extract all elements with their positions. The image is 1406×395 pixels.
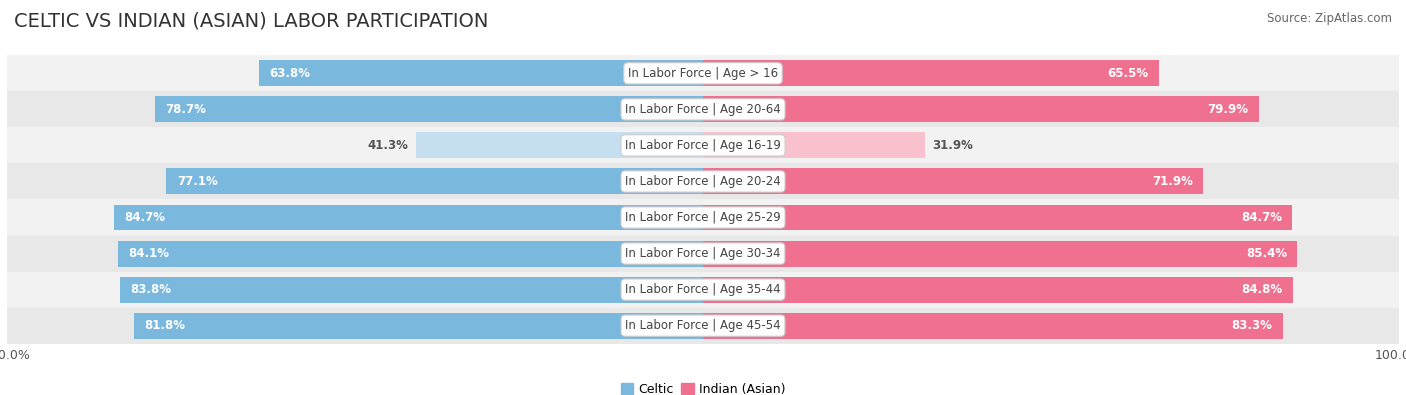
Text: In Labor Force | Age 45-54: In Labor Force | Age 45-54 [626,319,780,332]
Bar [703,169,1204,194]
Bar [7,272,1399,308]
Bar [703,205,1292,230]
Text: In Labor Force | Age 35-44: In Labor Force | Age 35-44 [626,283,780,296]
Text: 83.3%: 83.3% [1232,319,1272,332]
Bar [7,128,1399,164]
Bar [703,60,1159,86]
Bar [118,241,703,267]
Text: In Labor Force | Age 30-34: In Labor Force | Age 30-34 [626,247,780,260]
Bar [259,60,703,86]
Bar [166,169,703,194]
Text: 84.1%: 84.1% [128,247,169,260]
Bar [703,313,1282,339]
Text: In Labor Force | Age 20-64: In Labor Force | Age 20-64 [626,103,780,116]
Text: 71.9%: 71.9% [1152,175,1192,188]
Text: 84.7%: 84.7% [1241,211,1282,224]
Text: 77.1%: 77.1% [177,175,218,188]
Text: 84.8%: 84.8% [1241,283,1282,296]
Bar [7,199,1399,235]
Bar [7,91,1399,128]
Text: In Labor Force | Age 16-19: In Labor Force | Age 16-19 [626,139,780,152]
Text: In Labor Force | Age > 16: In Labor Force | Age > 16 [628,67,778,80]
Text: 84.7%: 84.7% [124,211,165,224]
Text: 79.9%: 79.9% [1208,103,1249,116]
Bar [703,241,1298,267]
Bar [703,132,925,158]
Text: In Labor Force | Age 20-24: In Labor Force | Age 20-24 [626,175,780,188]
Bar [7,55,1399,91]
Text: 41.3%: 41.3% [368,139,409,152]
Bar [114,205,703,230]
Bar [120,276,703,303]
Bar [134,313,703,339]
Text: In Labor Force | Age 25-29: In Labor Force | Age 25-29 [626,211,780,224]
Legend: Celtic, Indian (Asian): Celtic, Indian (Asian) [616,378,790,395]
Bar [155,96,703,122]
Bar [703,276,1294,303]
Text: 81.8%: 81.8% [145,319,186,332]
Text: CELTIC VS INDIAN (ASIAN) LABOR PARTICIPATION: CELTIC VS INDIAN (ASIAN) LABOR PARTICIPA… [14,12,488,31]
Bar [416,132,703,158]
Bar [703,96,1260,122]
Text: Source: ZipAtlas.com: Source: ZipAtlas.com [1267,12,1392,25]
Text: 78.7%: 78.7% [166,103,207,116]
Bar [7,308,1399,344]
Text: 85.4%: 85.4% [1246,247,1286,260]
Text: 83.8%: 83.8% [131,283,172,296]
Bar [7,235,1399,272]
Text: 63.8%: 63.8% [270,67,311,80]
Text: 65.5%: 65.5% [1108,67,1149,80]
Bar [7,164,1399,199]
Text: 31.9%: 31.9% [932,139,973,152]
